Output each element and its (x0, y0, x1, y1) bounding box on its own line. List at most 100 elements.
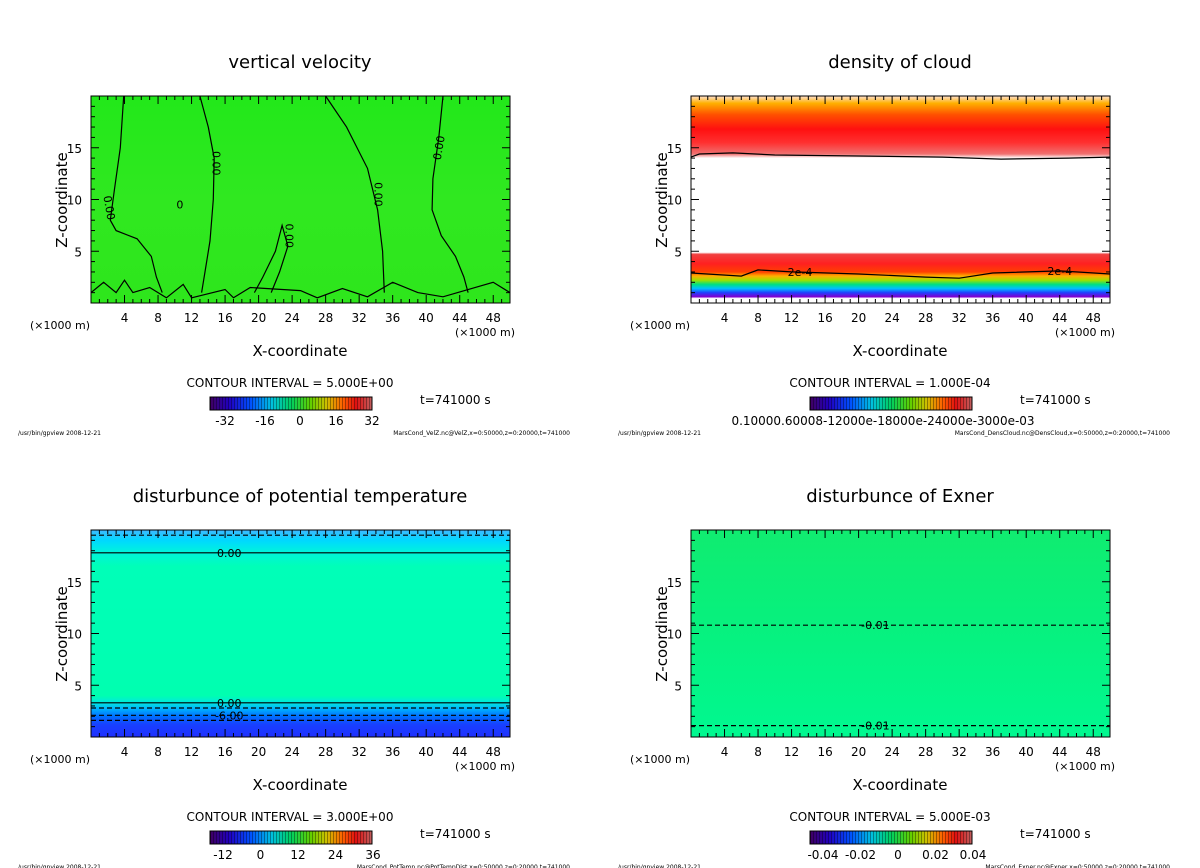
y-tick-label: 15 (67, 576, 82, 590)
y-axis-label: Z-coordinate (653, 152, 671, 247)
colorbar-label: 36 (365, 848, 380, 862)
x-tick-label: 32 (352, 311, 367, 325)
x-tick-label: 44 (1052, 311, 1067, 325)
x-tick-label: 48 (486, 745, 501, 759)
x-tick-label: 48 (486, 311, 501, 325)
y-tick-label: 10 (67, 194, 82, 208)
x-tick-label: 24 (884, 745, 899, 759)
x-axis-label: X-coordinate (253, 776, 348, 794)
x-tick-label: 12 (184, 311, 199, 325)
contour-label: -0.01 (861, 619, 889, 632)
x-unit-label: (×1000 m) (1055, 326, 1115, 339)
field-fill (91, 96, 510, 303)
chart-title: disturbunce of potential temperature (133, 486, 468, 507)
y-axis-label: Z-coordinate (53, 586, 71, 681)
colorbar-label: 12 (290, 848, 305, 862)
x-tick-label: 44 (452, 311, 467, 325)
x-tick-label: 12 (784, 311, 799, 325)
contour-label-group: 0.00 (431, 135, 448, 161)
x-tick-label: 48 (1086, 311, 1101, 325)
contour-label-group: 0.00 (217, 547, 242, 560)
colorbar-stripes (810, 831, 972, 844)
contour-label-group: -0.01 (861, 720, 889, 733)
y-tick-label: 15 (667, 576, 682, 590)
x-tick-label: 24 (284, 745, 299, 759)
chart-title: vertical velocity (228, 52, 372, 73)
x-tick-label: 8 (154, 311, 162, 325)
contour-label: 0.00 (283, 223, 296, 248)
y-tick-label: 10 (667, 194, 682, 208)
x-tick-label: 36 (385, 311, 400, 325)
x-tick-label: 16 (817, 311, 832, 325)
contour-interval: CONTOUR INTERVAL = 5.000E-03 (789, 810, 990, 824)
colorbar-label: 0.04 (960, 848, 987, 862)
x-tick-label: 8 (154, 745, 162, 759)
contour-line (690, 269, 1111, 279)
x-tick-label: 44 (1052, 745, 1067, 759)
contour-line (199, 95, 215, 293)
y-tick-label: 15 (667, 142, 682, 156)
colorbar-stripes (210, 831, 372, 844)
contour-label: 0.00 (210, 151, 223, 176)
x-tick-label: 40 (1019, 311, 1034, 325)
colorbar-label: -32 (215, 414, 235, 428)
colorbar-label: 0 (894, 848, 902, 862)
contour-label: 2e-4 (1047, 265, 1072, 278)
x-tick-label: 36 (385, 745, 400, 759)
contour-label: 0.00 (100, 195, 117, 221)
contour-label: -0.01 (861, 720, 889, 733)
colorbar-label: 0.02 (922, 848, 949, 862)
x-unit-label: (×1000 m) (1055, 760, 1115, 773)
contour-line (325, 95, 385, 293)
contour-label: 0.00 (217, 547, 242, 560)
x-tick-label: 20 (851, 745, 866, 759)
contour-line (90, 279, 511, 299)
x-tick-label: 32 (952, 745, 967, 759)
contour-interval: CONTOUR INTERVAL = 3.000E+00 (187, 810, 394, 824)
footer-left: /usr/bin/gpview 2008-12-21 (18, 864, 101, 868)
y-axis-label: Z-coordinate (53, 152, 71, 247)
contour-line (431, 95, 469, 293)
x-axis-label: X-coordinate (253, 342, 348, 360)
footer-right: MarsCond_DensCloud.nc@DensCloud,x=0:5000… (955, 430, 1170, 437)
y-tick-label: 5 (74, 245, 82, 259)
x-tick-label: 28 (918, 745, 933, 759)
contour-line (253, 223, 289, 293)
x-tick-label: 40 (1019, 745, 1034, 759)
colorbar-label: -16 (255, 414, 275, 428)
time-label: t=741000 s (420, 393, 491, 407)
x-tick-label: 36 (985, 311, 1000, 325)
y-tick-label: 5 (674, 679, 682, 693)
x-tick-label: 40 (419, 745, 434, 759)
x-tick-label: 44 (452, 745, 467, 759)
x-tick-label: 20 (251, 311, 266, 325)
x-tick-label: 24 (884, 311, 899, 325)
x-tick-label: 16 (217, 311, 232, 325)
x-tick-label: 28 (318, 311, 333, 325)
x-tick-label: 28 (318, 745, 333, 759)
time-label: t=741000 s (1020, 393, 1091, 407)
x-tick-label: 48 (1086, 745, 1101, 759)
y-axis-label: Z-coordinate (653, 586, 671, 681)
y-tick-label: 5 (674, 245, 682, 259)
field-fill (691, 530, 1110, 737)
footer-left: /usr/bin/gpview 2008-12-21 (618, 864, 701, 868)
x-tick-label: 12 (784, 745, 799, 759)
footer-right: MarsCond_PotTemp.nc@PotTempDist,x=0:5000… (357, 864, 570, 868)
x-tick-label: 12 (184, 745, 199, 759)
contour-label-group: 0.00 (283, 223, 296, 248)
contour-label-group: 2e-4 (788, 266, 813, 279)
colorbar-label: -0.04 (807, 848, 838, 862)
footer-left: /usr/bin/gpview 2008-12-21 (618, 430, 701, 437)
contour-label: 2e-4 (788, 266, 813, 279)
chart-title: density of cloud (828, 52, 972, 73)
footer-right: MarsCond_VelZ.nc@VelZ,x=0:50000,z=0:2000… (393, 430, 570, 437)
contour-label: -6.00 (215, 709, 243, 722)
contour-label: 0.00 (217, 697, 242, 710)
contour-label: 0 (176, 199, 183, 212)
footer-left: /usr/bin/gpview 2008-12-21 (18, 430, 101, 437)
x-tick-label: 16 (817, 745, 832, 759)
x-tick-label: 36 (985, 745, 1000, 759)
